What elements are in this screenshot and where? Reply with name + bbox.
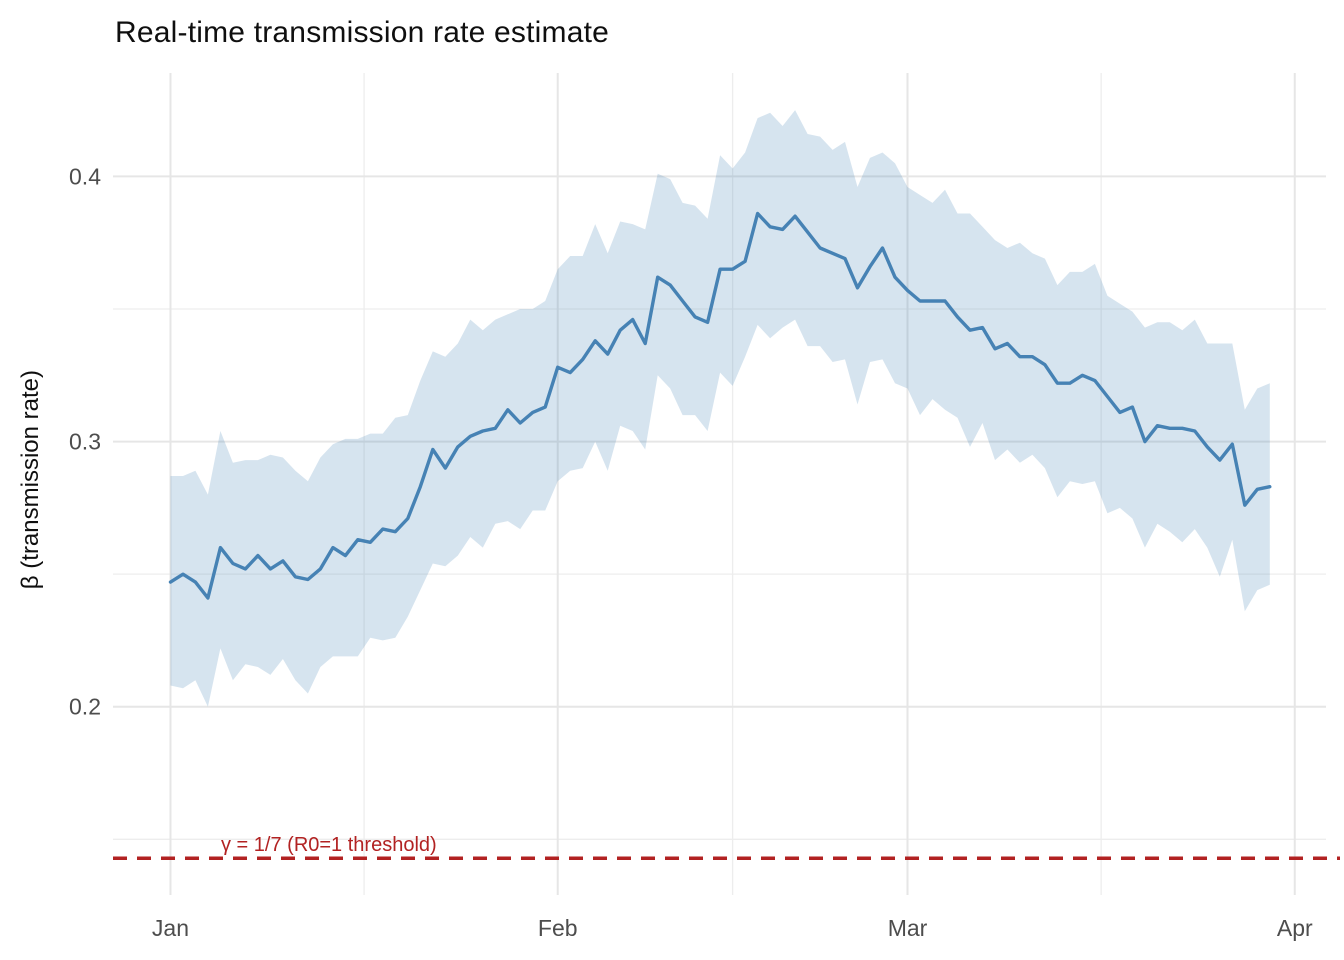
chart-title: Real-time transmission rate estimate [115,16,610,49]
x-tick-label: Feb [538,915,578,941]
y-tick-label: 0.2 [69,694,101,720]
y-axis-title: β (transmission rate) [16,0,46,960]
y-tick-label: 0.4 [69,163,101,189]
beta-estimate-line [168,211,1272,600]
confidence-ribbon [170,110,1270,707]
y-axis-title-text: β (transmission rate) [17,370,44,590]
y-tick-label: 0.3 [69,429,101,455]
x-tick-label: Mar [888,915,928,941]
x-tick-label: Apr [1277,915,1313,941]
x-tick-label: Jan [152,915,189,941]
threshold-annotation: γ = 1/7 (R0=1 threshold) [221,834,437,856]
